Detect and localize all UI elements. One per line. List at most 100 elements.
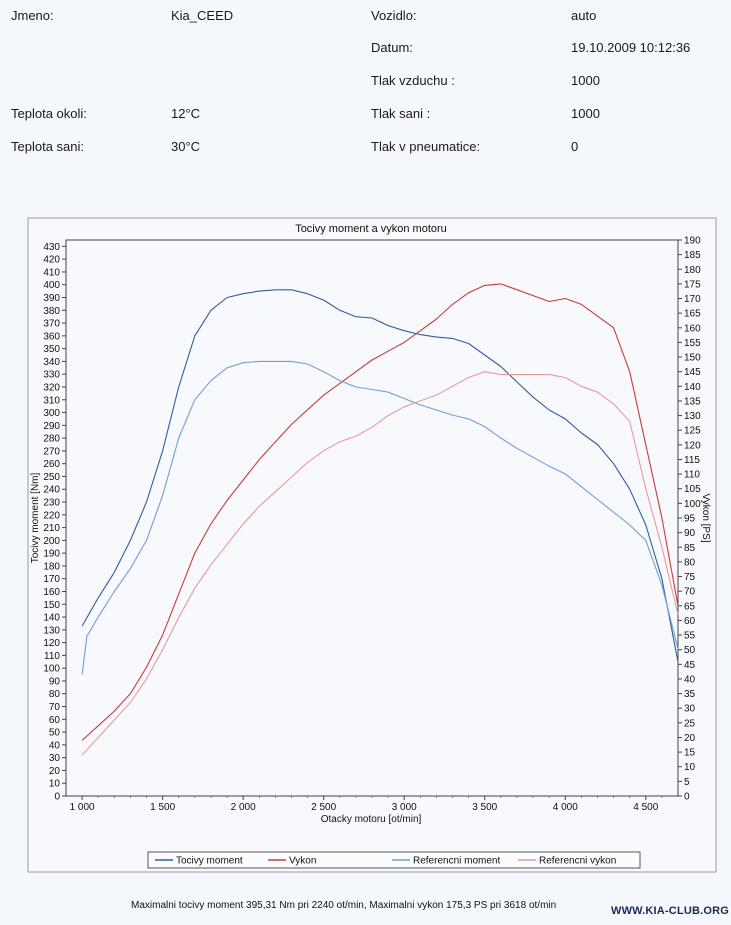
y-left-tick-label: 90 (49, 676, 61, 687)
y-right-tick-label: 75 (684, 572, 696, 583)
legend-label-referencni-moment: Referencni moment (413, 856, 500, 867)
y-right-tick-label: 15 (684, 748, 696, 759)
y-right-tick-label: 10 (684, 762, 696, 773)
y-left-tick-label: 280 (43, 434, 60, 445)
y-left-tick-label: 230 (43, 498, 60, 509)
label-datum: Datum: (371, 40, 413, 55)
y-right-tick-label: 105 (684, 484, 701, 495)
label-teplota-okoli: Teplota okoli: (11, 106, 87, 121)
y-left-tick-label: 130 (43, 625, 60, 636)
y-left-tick-label: 360 (43, 331, 60, 342)
y-left-tick-label: 20 (49, 766, 61, 777)
y-right-tick-label: 150 (684, 353, 701, 364)
y-right-tick-label: 170 (684, 294, 701, 305)
y-right-tick-label: 50 (684, 645, 696, 656)
y-left-tick-label: 150 (43, 600, 60, 611)
y-left-tick-label: 80 (49, 689, 61, 700)
legend-label-tocivy-moment: Tocivy moment (176, 856, 243, 867)
x-tick-label: 2 000 (231, 802, 256, 813)
y-left-tick-label: 70 (49, 702, 61, 713)
y-right-tick-label: 40 (684, 674, 696, 685)
y-right-tick-label: 135 (684, 396, 701, 407)
y-left-tick-label: 40 (49, 740, 61, 751)
value-vozidlo: auto (571, 8, 597, 23)
y-left-tick-label: 100 (43, 664, 60, 675)
y-left-tick-label: 320 (43, 382, 60, 393)
y-left-tick-label: 380 (43, 306, 60, 317)
y-right-tick-label: 5 (684, 777, 690, 788)
value-jmeno: Kia_CEED (171, 8, 234, 23)
y-right-tick-label: 80 (684, 557, 696, 568)
y-left-tick-label: 250 (43, 472, 60, 483)
y-right-tick-label: 125 (684, 426, 701, 437)
series-line-referencni-vykon (81, 371, 679, 756)
label-tlak-pneu: Tlak v pneumatice: (371, 139, 481, 154)
y-left-tick-label: 180 (43, 561, 60, 572)
y-right-tick-label: 165 (684, 309, 701, 320)
y-left-tick-label: 340 (43, 357, 60, 368)
y-left-tick-label: 0 (54, 792, 60, 803)
y-right-tick-label: 115 (684, 455, 700, 466)
y-left-tick-label: 390 (43, 293, 60, 304)
y-right-tick-label: 130 (684, 411, 701, 422)
x-tick-label: 4 000 (553, 802, 578, 813)
y-right-tick-label: 70 (684, 587, 696, 598)
y-left-tick-label: 160 (43, 587, 60, 598)
y-left-tick-label: 260 (43, 459, 60, 470)
y-left-tick-label: 190 (43, 549, 60, 560)
y-left-tick-label: 200 (43, 536, 60, 547)
y-right-tick-label: 155 (684, 338, 701, 349)
x-tick-label: 1 000 (70, 802, 95, 813)
y-left-tick-label: 120 (43, 638, 60, 649)
x-tick-label: 3 500 (472, 802, 497, 813)
y-right-tick-label: 180 (684, 265, 701, 276)
y-left-tick-label: 110 (44, 651, 60, 662)
y-left-tick-label: 140 (43, 613, 60, 624)
y-right-tick-label: 45 (684, 660, 696, 671)
label-jmeno: Jmeno: (11, 8, 54, 23)
y-right-tick-label: 95 (684, 514, 696, 525)
y-left-tick-label: 350 (43, 344, 60, 355)
y-left-tick-label: 10 (49, 779, 61, 790)
y-left-tick-label: 410 (43, 267, 60, 278)
y-right-tick-label: 90 (684, 528, 696, 539)
y-right-tick-label: 185 (684, 250, 701, 261)
legend-label-vykon: Vykon (289, 856, 316, 867)
y-right-tick-label: 20 (684, 733, 696, 744)
watermark: WWW.KIA-CLUB.ORG (611, 905, 730, 917)
x-tick-label: 1 500 (150, 802, 175, 813)
axes: 0102030405060708090100110120130140150160… (43, 236, 701, 814)
y-right-tick-label: 60 (684, 616, 696, 627)
y-right-tick-label: 110 (684, 470, 700, 481)
y-axis-right-label: Vykon [PS] (700, 493, 711, 542)
series-line-tocivy-moment (81, 289, 679, 662)
y-left-tick-label: 310 (43, 395, 60, 406)
label-tlak-sani: Tlak sani : (371, 106, 431, 121)
value-tlak-vzduchu: 1000 (571, 73, 600, 88)
series-line-referencni-moment (81, 360, 679, 675)
y-left-tick-label: 330 (43, 370, 60, 381)
x-tick-label: 4 500 (633, 802, 658, 813)
y-left-tick-label: 170 (43, 574, 60, 585)
y-right-tick-label: 100 (684, 499, 701, 510)
value-tlak-pneu: 0 (571, 139, 579, 154)
label-tlak-vzduchu: Tlak vzduchu : (371, 73, 455, 88)
label-teplota-sani: Teplota sani: (11, 139, 84, 154)
label-vozidlo: Vozidlo: (371, 8, 417, 23)
chart-title: Tocivy moment a vykon motoru (295, 223, 447, 235)
y-axis-left-label: Tocivy moment [Nm] (30, 472, 41, 563)
x-axis-label: Otacky motoru [ot/min] (321, 814, 422, 825)
series (81, 283, 679, 756)
value-teplota-okoli: 12°C (171, 106, 201, 121)
y-left-tick-label: 400 (43, 280, 60, 291)
y-right-tick-label: 65 (684, 601, 696, 612)
y-right-tick-label: 140 (684, 382, 701, 393)
y-left-tick-label: 300 (43, 408, 60, 419)
y-left-tick-label: 370 (43, 319, 60, 330)
y-left-tick-label: 270 (43, 446, 60, 457)
y-right-tick-label: 30 (684, 704, 696, 715)
y-left-tick-label: 420 (43, 255, 60, 266)
y-left-tick-label: 60 (49, 715, 61, 726)
value-tlak-sani: 1000 (571, 106, 600, 121)
legend: Tocivy moment Vykon Referencni moment Refer… (155, 856, 616, 867)
